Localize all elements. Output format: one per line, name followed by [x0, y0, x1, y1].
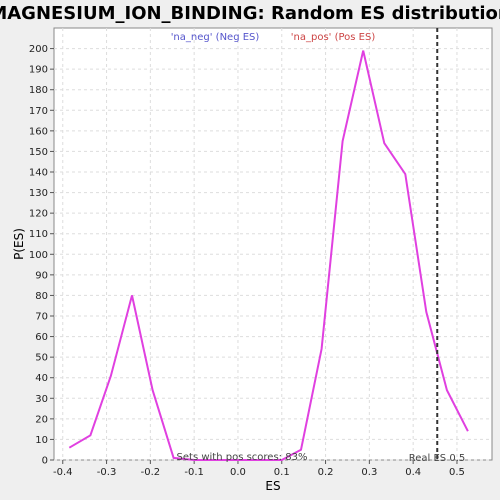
x-tick-label: 0.0	[230, 467, 246, 478]
x-axis-label: ES	[265, 479, 280, 493]
y-tick-label: 150	[29, 147, 48, 158]
x-tick-label: -0.4	[53, 467, 73, 478]
y-tick-label: 50	[35, 353, 48, 364]
series-layer	[68, 50, 469, 461]
y-tick-label: 90	[35, 270, 48, 281]
y-axis: 0 10 20 30 40 50 60 70 80 90 100 110 120 130 140 150 160…	[29, 44, 54, 467]
y-tick-label: 70	[35, 312, 48, 323]
pos-scores-annotation: Sets with pos scores: 83%	[177, 452, 308, 463]
y-tick-label: 130	[29, 188, 48, 199]
x-tick-label: 0.5	[449, 467, 465, 478]
x-tick-label: 0.2	[318, 467, 334, 478]
real-es-label: Real ES 0.5	[409, 453, 465, 464]
y-tick-label: 80	[35, 291, 48, 302]
legend-neg: 'na_neg' (Neg ES)	[171, 32, 260, 43]
y-tick-label: 40	[35, 373, 48, 384]
y-tick-label: 120	[29, 209, 48, 220]
y-tick-label: 180	[29, 85, 48, 96]
y-tick-label: 20	[35, 414, 48, 425]
chart-title: MAGNESIUM_ION_BINDING: Random ES distrib…	[0, 3, 500, 24]
x-tick-label: 0.3	[361, 467, 377, 478]
y-tick-label: 190	[29, 65, 48, 76]
x-tick-label: 0.4	[405, 467, 421, 478]
x-axis: -0.4 -0.3 -0.2 -0.1 0.0 0.1 0.2 0.3 0.4 0.5	[53, 460, 465, 478]
y-tick-label: 60	[35, 332, 48, 343]
x-tick-label: -0.2	[141, 467, 161, 478]
x-tick-label: -0.1	[184, 467, 204, 478]
y-tick-label: 0	[42, 456, 48, 467]
series-line	[68, 50, 469, 461]
y-tick-label: 160	[29, 126, 48, 137]
y-tick-label: 10	[35, 435, 48, 446]
y-tick-label: 110	[29, 229, 48, 240]
y-tick-label: 140	[29, 168, 48, 179]
y-tick-label: 100	[29, 250, 48, 261]
legend-pos: 'na_pos' (Pos ES)	[291, 32, 376, 43]
y-tick-label: 200	[29, 44, 48, 55]
y-tick-label: 30	[35, 394, 48, 405]
plot-area	[53, 27, 493, 461]
y-axis-label: P(ES)	[12, 228, 26, 260]
x-tick-label: 0.1	[274, 467, 290, 478]
y-tick-label: 170	[29, 106, 48, 117]
grid	[54, 28, 492, 461]
x-tick-label: -0.3	[97, 467, 117, 478]
